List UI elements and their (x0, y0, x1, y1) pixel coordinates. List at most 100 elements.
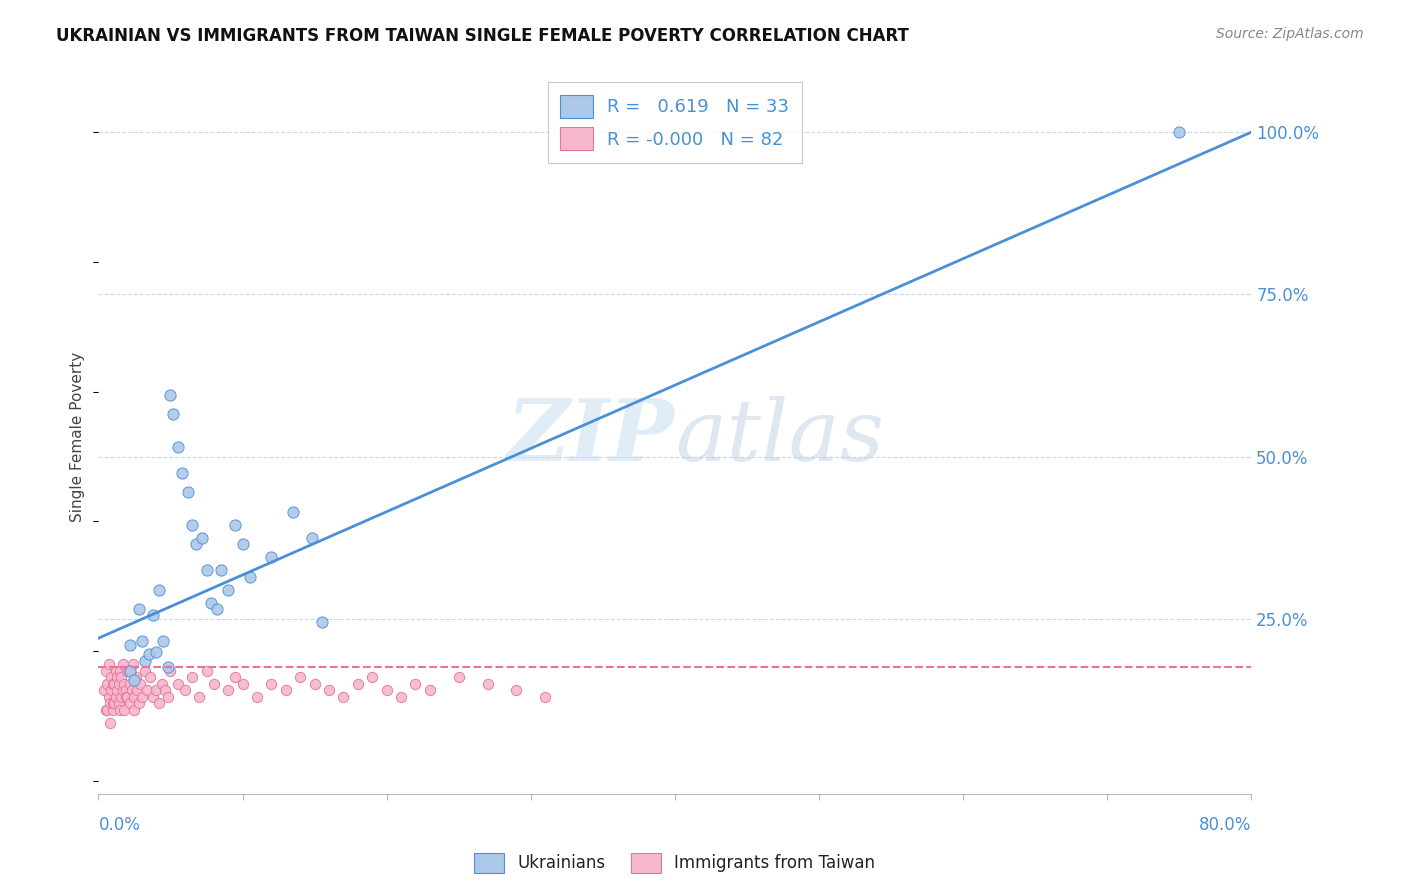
Point (301, 531, 323, 545)
Point (142, 608, 165, 623)
Point (231, 537, 254, 551)
Point (131, 690, 153, 704)
Point (108, 702, 131, 716)
Point (1168, 125, 1191, 139)
Point (419, 683, 441, 698)
Point (166, 676, 188, 690)
Point (117, 690, 139, 704)
Point (224, 670, 246, 684)
Point (209, 563, 232, 577)
Point (186, 537, 208, 551)
Point (112, 702, 135, 716)
Point (108, 664, 131, 678)
Point (129, 676, 152, 690)
Point (103, 676, 125, 690)
Point (124, 702, 146, 716)
Point (152, 634, 174, 648)
Point (96, 676, 118, 690)
Point (104, 664, 127, 678)
Point (159, 664, 181, 678)
Text: ZIP: ZIP (508, 395, 675, 479)
Legend: Ukrainians, Immigrants from Taiwan: Ukrainians, Immigrants from Taiwan (468, 847, 882, 880)
Point (375, 683, 398, 698)
Point (111, 683, 134, 698)
Point (101, 696, 124, 710)
Point (188, 690, 211, 704)
Point (93, 683, 115, 698)
Point (121, 683, 143, 698)
Point (114, 690, 136, 704)
Point (122, 657, 145, 672)
Point (120, 676, 142, 690)
Point (170, 466, 193, 480)
Point (97, 657, 120, 672)
Point (98, 696, 121, 710)
Point (205, 602, 228, 616)
Legend: R =   0.619   N = 33, R = -0.000   N = 82: R = 0.619 N = 33, R = -0.000 N = 82 (548, 82, 801, 163)
Point (100, 670, 122, 684)
Point (128, 602, 150, 616)
Point (139, 670, 162, 684)
Point (114, 683, 136, 698)
Text: 80.0%: 80.0% (1199, 816, 1251, 834)
Point (159, 388, 181, 402)
Point (100, 683, 122, 698)
Point (134, 654, 156, 668)
Point (153, 683, 176, 698)
Point (107, 676, 129, 690)
Point (156, 690, 179, 704)
Point (145, 683, 167, 698)
Point (260, 676, 283, 690)
Point (304, 676, 326, 690)
Point (103, 696, 125, 710)
Point (361, 670, 384, 684)
Point (104, 690, 127, 704)
Point (105, 683, 128, 698)
Text: 0.0%: 0.0% (98, 816, 141, 834)
Point (142, 690, 165, 704)
Point (195, 664, 218, 678)
Point (447, 670, 470, 684)
Point (202, 676, 225, 690)
Point (124, 690, 146, 704)
Point (332, 690, 354, 704)
Point (181, 517, 204, 532)
Point (148, 582, 170, 597)
Point (118, 664, 141, 678)
Text: atlas: atlas (675, 396, 884, 478)
Point (231, 676, 254, 690)
Point (120, 664, 142, 678)
Point (217, 582, 239, 597)
Point (94, 664, 117, 678)
Point (101, 702, 124, 716)
Point (128, 696, 150, 710)
Point (96, 702, 118, 716)
Point (111, 657, 134, 672)
Point (127, 683, 149, 698)
Point (177, 485, 200, 500)
Point (405, 676, 427, 690)
Point (200, 595, 222, 609)
Point (156, 660, 179, 674)
Y-axis label: Single Female Poverty: Single Female Poverty (70, 352, 86, 522)
Point (110, 670, 132, 684)
Point (217, 683, 239, 698)
Point (150, 676, 173, 690)
Point (318, 683, 340, 698)
Point (145, 645, 167, 659)
Point (136, 683, 159, 698)
Point (290, 670, 312, 684)
Point (94, 702, 117, 716)
Point (107, 696, 129, 710)
Point (311, 615, 333, 629)
Point (224, 517, 246, 532)
Point (131, 634, 153, 648)
Point (125, 670, 148, 684)
Point (239, 569, 262, 583)
Point (134, 664, 156, 678)
Point (110, 690, 132, 704)
Point (166, 440, 188, 454)
Point (105, 670, 128, 684)
Point (124, 673, 146, 688)
Point (120, 638, 142, 652)
